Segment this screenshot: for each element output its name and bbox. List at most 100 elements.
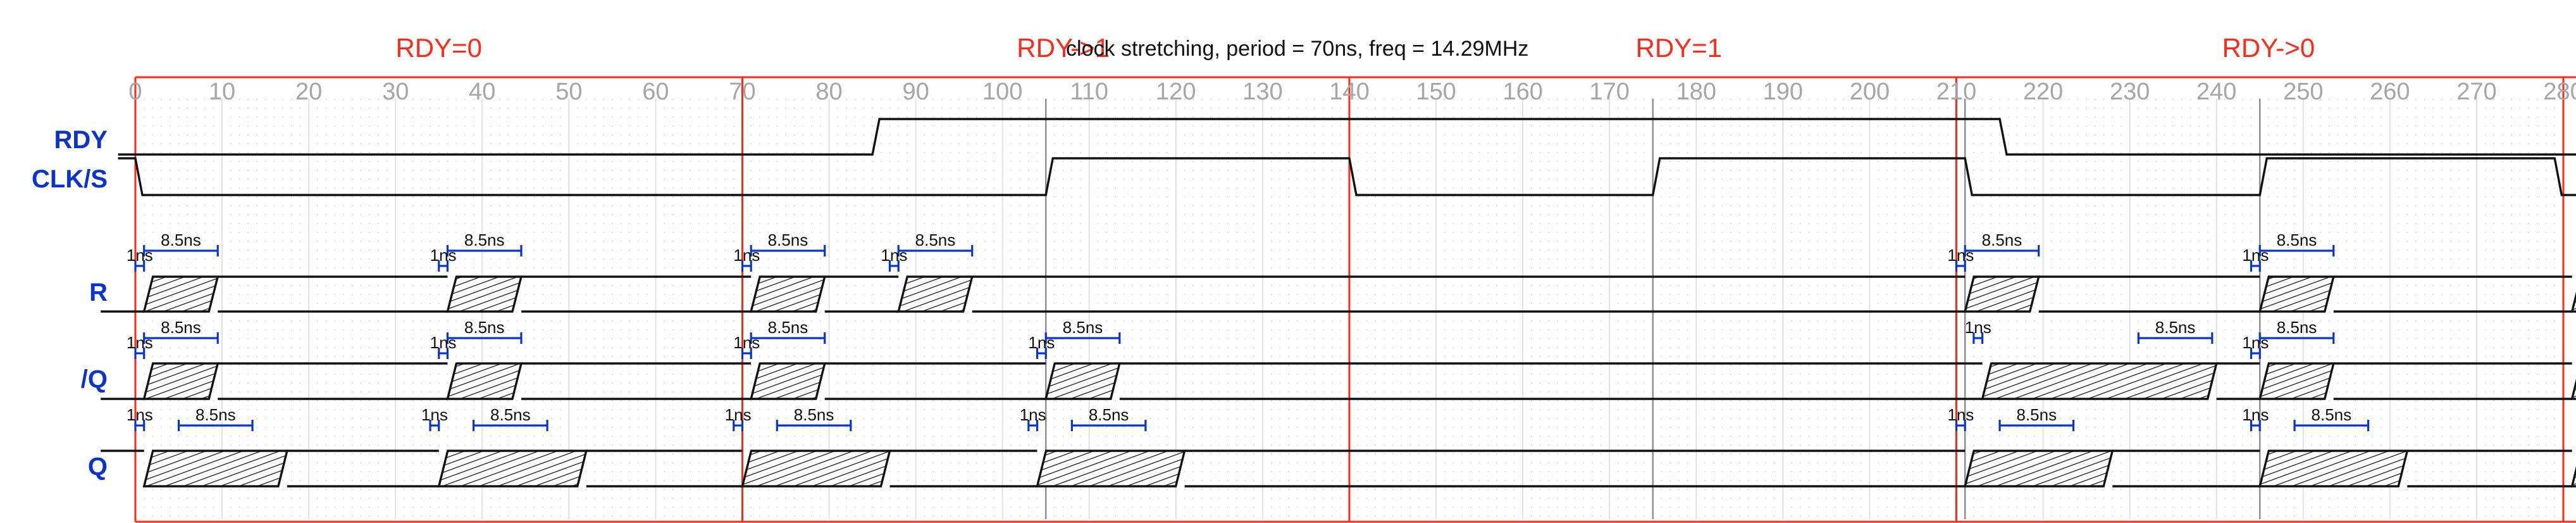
- measure-label: 1ns: [724, 405, 752, 424]
- measure-label: 1ns: [733, 333, 760, 352]
- measure-label: 8.5ns: [2276, 318, 2317, 337]
- axis-tick-20: 20: [295, 79, 323, 105]
- measure-label: 1ns: [2242, 246, 2269, 265]
- measure-label: 8.5ns: [464, 230, 505, 249]
- axis-tick-50: 50: [555, 79, 583, 105]
- axis-tick-200: 200: [1849, 79, 1890, 105]
- measure-label: 8.5ns: [915, 230, 956, 249]
- axis-tick-270: 270: [2456, 79, 2497, 105]
- measure-label: 8.5ns: [161, 230, 201, 249]
- axis-tick-220: 220: [2022, 79, 2064, 105]
- axis-tick-100: 100: [982, 79, 1023, 105]
- axis-tick-80: 80: [815, 79, 843, 105]
- measure-label: 8.5ns: [767, 318, 808, 337]
- region-label-3: RDY->0: [2222, 33, 2315, 63]
- pulse-body: [446, 275, 523, 313]
- measure-label: 1ns: [733, 246, 760, 265]
- measure-label: 1ns: [2242, 333, 2269, 352]
- measure-label: 1ns: [1947, 405, 1974, 424]
- measure-label: 1ns: [430, 333, 457, 352]
- measure-label: 1ns: [1947, 246, 1974, 265]
- axis-tick-120: 120: [1156, 79, 1196, 105]
- measure-label: 8.5ns: [2311, 405, 2352, 424]
- axis-tick-130: 130: [1242, 79, 1283, 105]
- measure-label: 1ns: [430, 246, 457, 265]
- axis-tick-240: 240: [2196, 79, 2237, 105]
- axis-tick-30: 30: [382, 79, 409, 105]
- measure-label: 1ns: [1964, 318, 1991, 337]
- pulse-body: [2258, 362, 2335, 400]
- measure-label: 8.5ns: [490, 405, 531, 424]
- measure-label: 1ns: [126, 405, 153, 424]
- waveform-clks: [118, 157, 2576, 196]
- measure-label: 8.5ns: [195, 405, 236, 424]
- axis-tick-40: 40: [469, 79, 496, 105]
- measure-label: 8.5ns: [2155, 318, 2196, 337]
- axis-tick-110: 110: [1070, 79, 1109, 105]
- measure-label: 8.5ns: [2276, 230, 2317, 249]
- pulse-body: [142, 362, 220, 400]
- axis-tick-140: 140: [1329, 79, 1370, 105]
- pulse-body: [1964, 275, 2040, 313]
- pulse-body: [1044, 362, 1121, 400]
- region-frame: [134, 76, 2576, 523]
- pulse-body: [897, 275, 974, 313]
- pulse-body: [437, 450, 588, 488]
- region-label-0: RDY=0: [395, 33, 483, 63]
- signal-label-rdy: RDY: [54, 126, 108, 154]
- axis-tick-260: 260: [2370, 79, 2410, 105]
- measure-label: 1ns: [881, 246, 908, 265]
- signal-label-clks: CLK/S: [32, 165, 108, 193]
- clock-stretching-note: clock stretching, period = 70ns, freq = …: [1066, 37, 1529, 61]
- pulse-body: [1964, 450, 2114, 488]
- axis-tick-150: 150: [1416, 79, 1456, 105]
- measure-label: 1ns: [421, 405, 448, 424]
- pulse-body: [750, 362, 826, 400]
- waveform-q: [101, 362, 2576, 400]
- axis-tick-60: 60: [642, 79, 669, 105]
- measure-label: 8.5ns: [767, 230, 808, 249]
- measure-label: 8.5ns: [161, 318, 201, 337]
- axis-tick-180: 180: [1676, 79, 1716, 105]
- axis-tick-170: 170: [1589, 79, 1630, 105]
- axis-tick-190: 190: [1762, 79, 1804, 105]
- measures-q: [134, 420, 2370, 431]
- axis-tick-210: 210: [1936, 79, 1977, 105]
- measure-label: 8.5ns: [464, 318, 505, 337]
- pulse-body: [2570, 465, 2576, 488]
- measure-label: 8.5ns: [1088, 405, 1129, 424]
- pulse-body: [750, 275, 826, 313]
- pulse-body: [1036, 450, 1186, 488]
- waveform-r: [101, 275, 2576, 313]
- measure-label: 1ns: [1028, 333, 1055, 352]
- axis-tick-230: 230: [2109, 79, 2150, 105]
- pulse-body: [2258, 450, 2409, 488]
- signal-label-q: Q: [87, 453, 108, 481]
- axis-tick-280: 280: [2543, 79, 2576, 105]
- waveform-rdy: [118, 118, 2576, 156]
- pulse-body: [142, 450, 289, 488]
- pulse-body: [2258, 275, 2335, 313]
- pulse-body: [2570, 378, 2576, 400]
- measure-label: 1ns: [126, 246, 153, 265]
- region-label-2: RDY=1: [1635, 33, 1723, 63]
- axis-tick-250: 250: [2283, 79, 2324, 105]
- measures-r: [134, 245, 2335, 272]
- pulse-body: [446, 362, 523, 400]
- axis-tick-90: 90: [902, 79, 929, 105]
- measure-label: 8.5ns: [1981, 230, 2022, 249]
- waveform-q: [101, 450, 2576, 488]
- measures-q: [134, 332, 2335, 359]
- measure-label: 1ns: [1019, 405, 1046, 424]
- signal-label-q: /Q: [80, 365, 108, 393]
- measure-label: 8.5ns: [793, 405, 834, 424]
- axis-tick-160: 160: [1502, 79, 1543, 105]
- measure-label: 1ns: [2242, 405, 2269, 424]
- axis-tick-10: 10: [208, 79, 236, 105]
- signal-label-r: R: [89, 279, 108, 306]
- region-label-1: RDY->1: [1017, 33, 1110, 63]
- measure-label: 8.5ns: [1062, 318, 1103, 337]
- pulse-body: [142, 275, 220, 313]
